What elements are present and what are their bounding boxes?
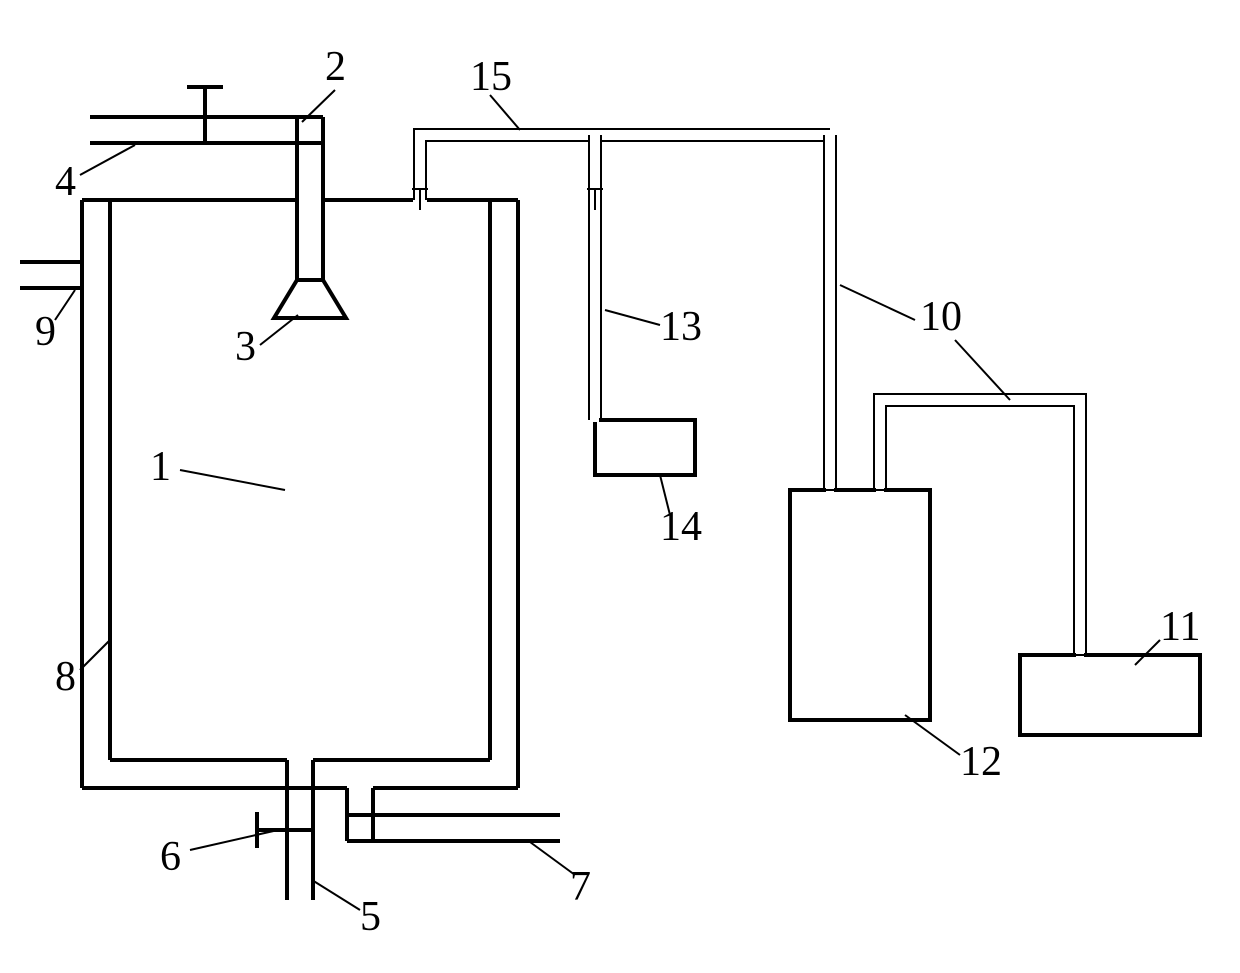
label-14: 14 [660,504,702,550]
label-10: 10 [920,294,962,340]
label-13: 13 [660,304,702,350]
label-7: 7 [570,864,591,910]
label-2: 2 [325,44,346,90]
label-4: 4 [55,159,76,205]
label-15: 15 [470,54,512,100]
label-9: 9 [35,309,56,355]
label-8: 8 [55,654,76,700]
label-3: 3 [235,324,256,370]
label-6: 6 [160,834,181,880]
label-5: 5 [360,894,381,940]
label-11: 11 [1160,604,1200,650]
label-12: 12 [960,739,1002,785]
label-1: 1 [150,444,171,490]
